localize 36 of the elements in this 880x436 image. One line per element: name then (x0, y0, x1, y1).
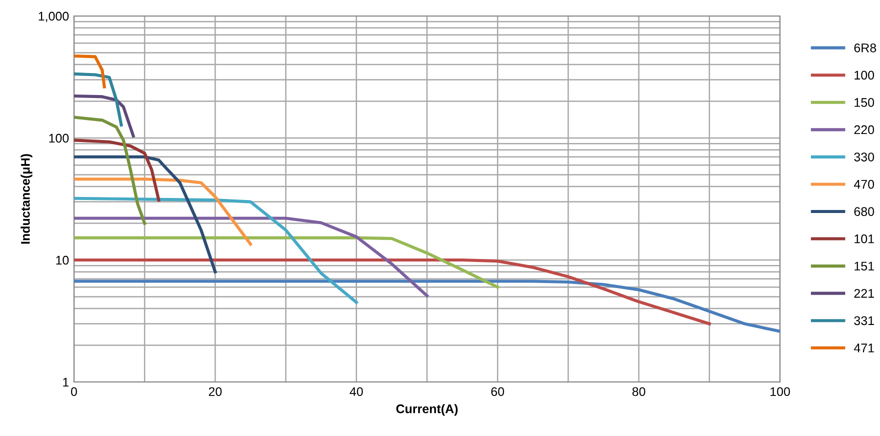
x-tick-label: 60 (491, 387, 504, 396)
line-series (74, 138, 160, 202)
line-series (74, 54, 106, 88)
legend-label: 330 (854, 152, 874, 162)
line-series (74, 280, 780, 333)
legend-label: 100 (854, 70, 874, 80)
line-series (74, 236, 500, 289)
line-series (74, 216, 429, 298)
y-tick-label: 10 (56, 256, 69, 265)
legend-label: 151 (854, 262, 874, 271)
line-series (74, 258, 711, 326)
legend-label: 150 (854, 98, 874, 107)
x-tick-label: 0 (71, 387, 77, 396)
legend-label: 220 (854, 125, 874, 134)
x-tick-label: 80 (632, 387, 646, 396)
legend-label: 471 (854, 344, 874, 352)
x-tick-label: 20 (208, 387, 222, 396)
line-series (74, 196, 358, 304)
x-axis-title: Current(A) (396, 404, 458, 416)
legend-label: 101 (854, 234, 874, 244)
legend-label: 331 (854, 316, 874, 326)
legend-label: 221 (854, 288, 874, 298)
y-axis-title: Inductance(μH) (20, 154, 32, 244)
line-series (74, 178, 252, 246)
y-tick-label: 100 (49, 134, 69, 143)
line-series (74, 94, 135, 138)
legend-label: 6R8 (854, 43, 876, 52)
x-tick-label: 100 (770, 387, 790, 396)
line-series (74, 155, 217, 274)
line-series (74, 72, 123, 126)
legend-label: 470 (854, 180, 874, 189)
line-series (74, 116, 146, 225)
legend-label: 680 (854, 207, 874, 216)
y-tick-label: 1 (63, 378, 69, 387)
y-tick-label: 1,000 (38, 12, 69, 22)
x-tick-label: 40 (350, 387, 363, 396)
